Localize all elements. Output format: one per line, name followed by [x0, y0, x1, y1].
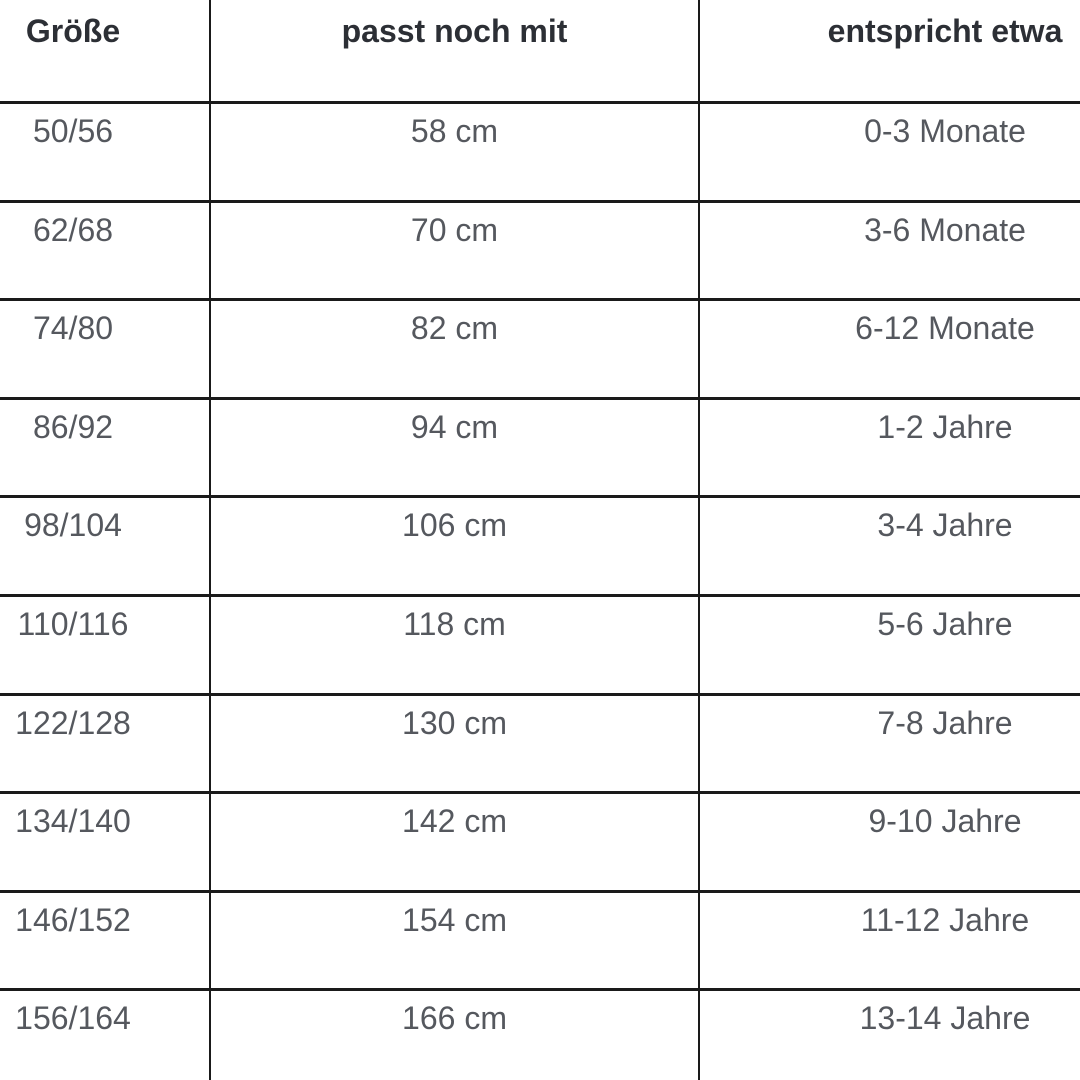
table-cell: 6-12 Monate: [698, 298, 1080, 400]
size-table-body: 50/56 58 cm 0-3 Monate 62/68 70 cm 3-6 Monate…: [0, 101, 1080, 1080]
table-row: 62/68 70 cm 3-6 Monate: [0, 199, 1080, 302]
table-row: 146/152 154 cm 11-12 Jahre: [0, 889, 1080, 992]
table-cell: 142 cm: [209, 791, 700, 893]
table-cell: 154 cm: [209, 889, 700, 992]
table-cell: 118 cm: [209, 593, 700, 696]
table-cell: 9-10 Jahre: [698, 791, 1080, 893]
table-cell: 74/80: [0, 298, 211, 400]
table-cell: 13-14 Jahre: [698, 988, 1080, 1080]
column-header-groesse: Größe: [0, 0, 211, 104]
table-row: 86/92 94 cm 1-2 Jahre: [0, 396, 1080, 499]
table-cell: 134/140: [0, 791, 211, 893]
table-cell: 82 cm: [209, 298, 700, 400]
table-cell: 110/116: [0, 593, 211, 696]
table-cell: 1-2 Jahre: [698, 396, 1080, 499]
table-cell: 130 cm: [209, 692, 700, 795]
table-cell: 86/92: [0, 396, 211, 499]
table-cell: 7-8 Jahre: [698, 692, 1080, 795]
table-row: 122/128 130 cm 7-8 Jahre: [0, 692, 1080, 795]
table-cell: 5-6 Jahre: [698, 593, 1080, 696]
table-cell: 3-4 Jahre: [698, 495, 1080, 597]
table-row: 74/80 82 cm 6-12 Monate: [0, 298, 1080, 400]
table-cell: 166 cm: [209, 988, 700, 1080]
table-cell: 50/56: [0, 101, 211, 203]
table-row: 50/56 58 cm 0-3 Monate: [0, 101, 1080, 203]
table-cell: 11-12 Jahre: [698, 889, 1080, 992]
table-row: 110/116 118 cm 5-6 Jahre: [0, 593, 1080, 696]
table-cell: 156/164: [0, 988, 211, 1080]
table-cell: 122/128: [0, 692, 211, 795]
size-table-header: Größe passt noch mit entspricht etwa: [0, 0, 1080, 104]
table-cell: 62/68: [0, 199, 211, 302]
table-cell: 58 cm: [209, 101, 700, 203]
table-row: 134/140 142 cm 9-10 Jahre: [0, 791, 1080, 893]
table-cell: 94 cm: [209, 396, 700, 499]
table-cell: 70 cm: [209, 199, 700, 302]
table-row: 98/104 106 cm 3-4 Jahre: [0, 495, 1080, 597]
table-cell: 98/104: [0, 495, 211, 597]
column-header-entspricht-etwa: entspricht etwa: [698, 0, 1080, 104]
column-header-passt-noch-mit: passt noch mit: [209, 0, 700, 104]
table-cell: 3-6 Monate: [698, 199, 1080, 302]
table-cell: 0-3 Monate: [698, 101, 1080, 203]
table-cell: 146/152: [0, 889, 211, 992]
table-row: 156/164 166 cm 13-14 Jahre: [0, 988, 1080, 1080]
header-row: Größe passt noch mit entspricht etwa: [0, 0, 1080, 104]
table-cell: 106 cm: [209, 495, 700, 597]
